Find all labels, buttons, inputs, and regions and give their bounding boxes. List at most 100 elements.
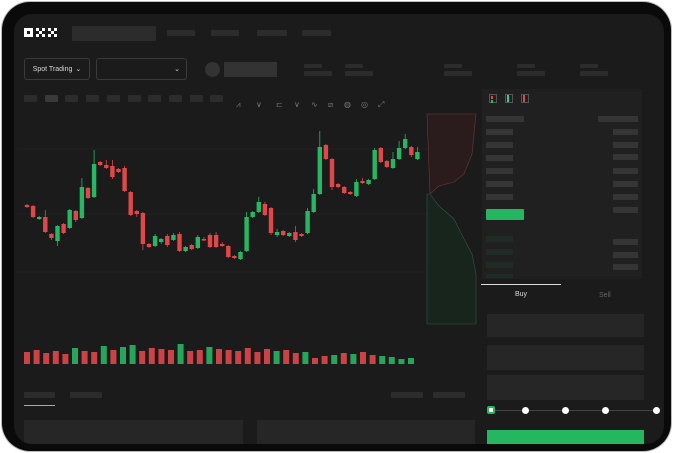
volume-bar bbox=[196, 350, 203, 364]
volume-bar bbox=[302, 352, 309, 364]
candle-type-icon[interactable]: ⊏ bbox=[276, 100, 283, 109]
candle bbox=[201, 239, 207, 241]
tab-order-history[interactable] bbox=[70, 392, 102, 398]
timeframe-button[interactable] bbox=[148, 95, 162, 102]
volume-bar bbox=[72, 348, 78, 364]
stat-value bbox=[517, 71, 545, 76]
timeframe-button[interactable] bbox=[65, 95, 79, 102]
slider-step-75[interactable] bbox=[602, 407, 609, 414]
candle bbox=[323, 145, 329, 159]
timeframe-button[interactable] bbox=[127, 95, 141, 102]
trading-screen: Spot Trading ⌄ ⌄ ⩘ ∨ ⊏ ∨ ∿ ⧄ ◍ ◎ ⤢ bbox=[14, 14, 664, 444]
volume-bar bbox=[33, 350, 40, 364]
last-price bbox=[486, 209, 524, 220]
candle bbox=[91, 164, 97, 197]
amount-input[interactable] bbox=[487, 345, 644, 370]
market-dropdown[interactable]: Spot Trading ⌄ bbox=[24, 58, 90, 80]
slider-step-100[interactable] bbox=[653, 407, 660, 414]
fullscreen-icon[interactable]: ⤢ bbox=[378, 100, 385, 109]
candle bbox=[122, 168, 127, 191]
candle bbox=[73, 211, 78, 220]
settings-icon[interactable]: ◎ bbox=[361, 100, 368, 109]
volume-bar bbox=[24, 352, 30, 364]
timeframe-button[interactable] bbox=[210, 95, 224, 102]
candle bbox=[390, 159, 396, 168]
candle bbox=[79, 187, 85, 218]
candle bbox=[152, 236, 158, 246]
nav-item[interactable] bbox=[167, 30, 195, 36]
asks-only-icon[interactable] bbox=[521, 94, 529, 103]
volume-bar bbox=[331, 355, 338, 364]
okx-logo bbox=[24, 28, 57, 37]
candle bbox=[348, 192, 353, 194]
chevron-down-icon[interactable]: ∨ bbox=[294, 100, 300, 109]
both-sides-icon[interactable] bbox=[489, 94, 497, 103]
volume-bar bbox=[110, 350, 117, 364]
timeframe-button[interactable] bbox=[86, 95, 100, 102]
chevron-down-icon: ⌄ bbox=[174, 66, 180, 73]
candle bbox=[207, 235, 213, 247]
volume-bar bbox=[244, 348, 251, 364]
search-bar[interactable] bbox=[72, 26, 156, 41]
timeframe-button[interactable] bbox=[106, 95, 120, 102]
volume-bar bbox=[81, 351, 88, 364]
depth-asks bbox=[426, 113, 477, 195]
line-chart-icon[interactable]: ⩘ bbox=[236, 100, 241, 109]
candlestick-chart[interactable] bbox=[14, 14, 484, 374]
orders-panel bbox=[24, 420, 243, 444]
volume-bar bbox=[360, 352, 366, 364]
candle bbox=[183, 247, 188, 251]
trend-icon[interactable]: ∿ bbox=[311, 100, 318, 109]
volume-bar bbox=[379, 356, 386, 364]
volume-bar bbox=[225, 350, 232, 364]
total-input[interactable] bbox=[487, 375, 644, 400]
candle bbox=[30, 206, 36, 217]
tab-open-orders[interactable] bbox=[24, 392, 55, 398]
stat-label bbox=[304, 64, 322, 68]
timeframe-button[interactable] bbox=[24, 95, 37, 102]
candle bbox=[171, 235, 176, 240]
filter-button[interactable] bbox=[433, 392, 465, 398]
slider-step-25[interactable] bbox=[522, 407, 529, 414]
candle bbox=[238, 252, 243, 259]
candle bbox=[220, 244, 225, 246]
candle bbox=[384, 161, 390, 167]
timeframe-button[interactable] bbox=[168, 95, 182, 102]
bids-only-icon[interactable] bbox=[505, 94, 513, 103]
candle bbox=[213, 235, 219, 247]
indicator-icon[interactable]: ∨ bbox=[256, 100, 262, 109]
candle bbox=[195, 237, 200, 248]
filter-button[interactable] bbox=[391, 392, 423, 398]
candle bbox=[37, 217, 42, 219]
candle bbox=[177, 234, 182, 251]
candle bbox=[165, 236, 170, 245]
slider-handle[interactable] bbox=[487, 406, 495, 414]
candle bbox=[403, 139, 408, 148]
tab-sell[interactable]: Sell bbox=[599, 292, 611, 299]
candle bbox=[372, 150, 377, 179]
candle bbox=[140, 213, 146, 244]
stat-label bbox=[580, 64, 598, 68]
candle bbox=[55, 226, 60, 241]
draw-icon[interactable]: ⧄ bbox=[328, 100, 334, 109]
volume-bar bbox=[120, 347, 126, 364]
candle bbox=[317, 147, 322, 194]
slider-step-50[interactable] bbox=[562, 407, 569, 414]
pair-dropdown[interactable]: ⌄ bbox=[96, 58, 187, 80]
nav-item[interactable] bbox=[211, 30, 239, 36]
volume-bar bbox=[321, 356, 328, 364]
screenshot-icon[interactable]: ◍ bbox=[344, 100, 351, 109]
volume-bar bbox=[235, 351, 242, 364]
timeframe-button[interactable] bbox=[189, 95, 203, 102]
tab-buy[interactable]: Buy bbox=[515, 291, 528, 298]
candle bbox=[287, 233, 292, 236]
amount-slider[interactable] bbox=[490, 410, 658, 411]
nav-item[interactable] bbox=[257, 30, 287, 36]
candle bbox=[85, 188, 91, 198]
candle bbox=[268, 208, 274, 233]
buy-button[interactable] bbox=[487, 430, 644, 444]
nav-item[interactable] bbox=[302, 30, 331, 36]
candle bbox=[104, 165, 109, 168]
timeframe-button[interactable] bbox=[44, 95, 58, 102]
price-input[interactable] bbox=[487, 314, 644, 337]
